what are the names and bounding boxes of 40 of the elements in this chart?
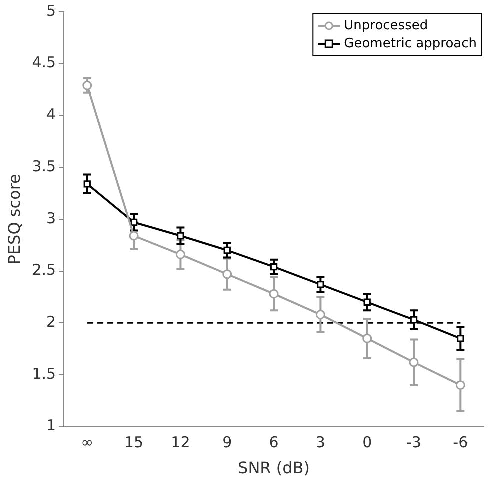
y-tick-label: 4.5 <box>32 54 56 72</box>
y-tick-label: 2 <box>46 312 56 331</box>
point <box>316 310 326 320</box>
point <box>84 180 91 188</box>
x-tick-label: 0 <box>362 434 372 452</box>
y-tick-label: 1.5 <box>32 364 56 383</box>
point <box>176 250 186 260</box>
point <box>177 232 184 240</box>
y-tick-label: 4 <box>46 106 56 124</box>
y-tick-label: 2.5 <box>32 261 56 280</box>
point <box>409 358 419 368</box>
y-tick-label: 5 <box>46 2 56 20</box>
x-tick-label: 6 <box>269 434 279 452</box>
x-tick-label: -6 <box>453 434 468 452</box>
point <box>129 231 139 241</box>
legend-label: Geometric approach <box>344 36 478 52</box>
point <box>317 281 324 288</box>
point <box>364 298 371 306</box>
y-axis-title: PESQ score <box>4 174 24 265</box>
point <box>224 246 231 254</box>
y-tick-label: 3.5 <box>32 157 56 176</box>
y-tick-label: 1 <box>46 416 56 435</box>
x-tick-label: 3 <box>316 434 326 452</box>
x-tick-label: 15 <box>124 434 144 452</box>
x-tick-label: -3 <box>406 434 422 452</box>
point <box>456 380 466 390</box>
x-tick-label: 12 <box>171 434 190 452</box>
x-tick-label: 9 <box>222 434 232 452</box>
x-axis-title: SNR (dB) <box>238 458 310 478</box>
point <box>362 334 372 344</box>
point <box>130 218 138 226</box>
point <box>410 316 418 324</box>
point <box>82 80 92 90</box>
point <box>269 289 279 299</box>
point <box>222 270 232 280</box>
point <box>457 335 464 342</box>
y-tick-label: 3 <box>46 209 56 228</box>
point <box>270 264 278 271</box>
legend-label: Unprocessed <box>344 18 428 34</box>
x-tick-label: ∞ <box>81 434 94 452</box>
